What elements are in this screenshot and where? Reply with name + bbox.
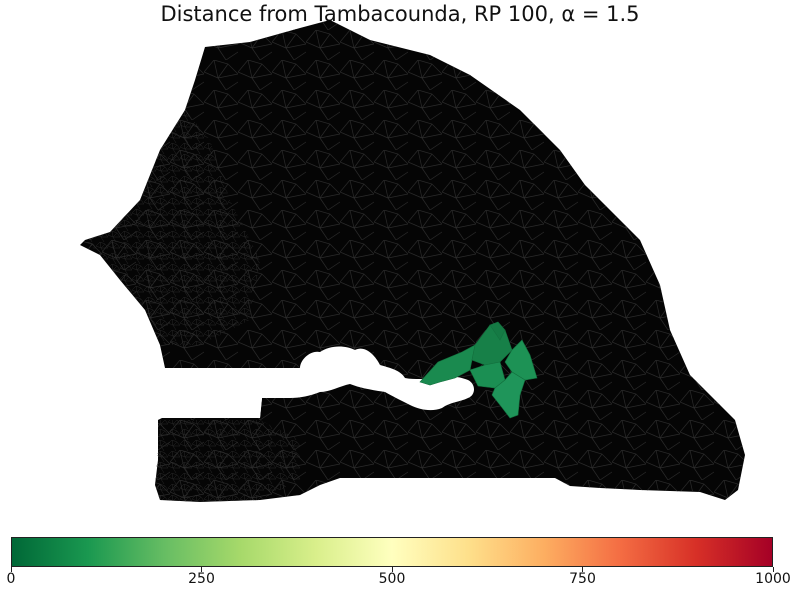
senegal-choropleth-map [80,20,745,502]
colorbar-tick-mark [10,567,12,572]
colorbar-tick-label: 750 [569,571,596,587]
colorbar [11,537,773,567]
highlight-cell [504,339,538,381]
voronoi-cells [80,20,745,502]
colorbar-tick-mark [391,567,393,572]
map-title: Distance from Tambacounda, RP 100, α = 1… [160,2,640,26]
colorbar-tick-label: 250 [188,571,215,587]
colorbar-tick-label: 500 [378,571,406,587]
colorbar-tick-label: 0 [6,571,16,587]
highlight-cell [489,321,506,341]
highlight-cell [491,371,526,419]
colorbar-tick-mark [201,567,202,572]
dense-casamance-cells [155,420,300,502]
dense-coastal-cells [85,110,260,345]
colorbar-tick-mark [582,567,583,572]
colorbar-tick-label: 1000 [755,571,791,587]
colorbar-tick-mark [772,567,774,572]
gambia-corridor [160,346,474,418]
tambacounda-nearby-cells [419,321,538,419]
